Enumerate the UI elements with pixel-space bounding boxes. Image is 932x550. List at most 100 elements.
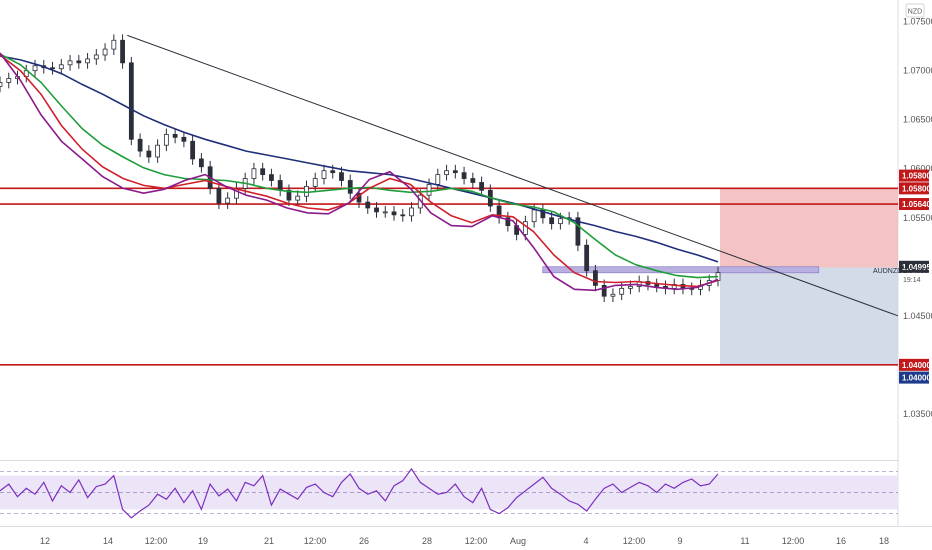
candle-body [426,184,432,196]
candle-body [269,174,274,181]
candle-body [452,170,458,174]
time-tick-label: 12:00 [145,536,168,546]
time-tick-label: 26 [359,536,369,546]
time-tick-label: 12:00 [465,536,488,546]
time-tick-label: 12:00 [623,536,646,546]
time-tick-label: 12:00 [304,536,327,546]
time-tick-label: Aug [510,536,526,546]
current-price-tag [899,260,929,273]
candle-body [225,197,231,204]
candle-body [137,138,143,152]
candle-body [347,180,353,194]
countdown-label: 19:14 [903,277,921,284]
candle-body [111,39,117,50]
stop-loss-zone [720,188,898,268]
candle-body [365,201,371,209]
supply-zone [542,266,820,274]
level-tag-0564-label: 1.05640 [902,200,931,209]
candle-body [409,207,414,217]
candle-body [128,62,134,140]
currency-label: NZD [908,9,922,16]
candle-body [391,211,397,216]
rsi-line [0,467,719,519]
price-tick-label: 1.04500 [903,311,932,321]
candle-body [584,244,590,272]
time-tick-label: 11 [740,536,749,546]
candle-body [444,170,449,176]
candle-body [58,64,64,70]
candle-body [0,82,3,87]
candle-body [601,285,607,297]
candle-body [522,221,528,235]
symbol-box [899,273,932,296]
level-tag-0400-label: 1.04000 [902,361,931,370]
moving-average-line-0 [0,55,719,263]
candle-body [102,48,108,56]
candle-body [120,39,125,64]
candle-body [312,178,318,187]
price-tick-label: 1.03500 [903,409,932,419]
candle-body [610,293,616,297]
time-tick-label: 12 [40,536,50,546]
level-tag-0580-upper-tag [899,169,929,182]
moving-average-line-1 [0,53,719,279]
take-profit-zone [720,267,898,365]
candle-body [93,54,99,60]
candle-body [67,60,73,66]
price-tick-label: 1.06500 [903,115,932,125]
level-tag-0400-lower-tag [899,371,929,384]
candle-body [32,65,38,72]
time-tick-label: 28 [422,536,432,546]
candle-body [479,182,484,191]
level-tag-0580-tag [899,182,929,195]
candle-body [628,286,633,289]
candle-body [190,140,196,160]
candle-body [531,209,537,223]
candle-body [155,144,161,158]
symbol-label: AUDNZD [873,268,902,275]
candle-body [557,218,563,225]
level-tag-0564-tag [899,198,929,211]
time-tick-label: 19 [198,536,208,546]
moving-average-line-2 [0,54,719,288]
price-tick-label: 1.05500 [903,213,932,223]
candle-body [50,67,55,70]
time-tick-label: 16 [836,536,846,546]
time-tick-label: 4 [583,536,588,546]
candle-body [6,78,12,83]
candle-body [654,284,660,287]
candle-body [461,172,467,179]
candle-body [181,136,187,142]
level-tag-0580-upper-label: 1.05800 [902,172,931,181]
time-tick-label: 12:00 [782,536,805,546]
level-tag-0580-label: 1.05800 [902,184,931,193]
candle-body [251,168,257,179]
candle-body [85,58,90,64]
candle-body [286,189,292,201]
candle-body [470,178,476,183]
candle-body [172,134,178,138]
candle-body [374,207,379,213]
level-tag-0400-tag [899,358,929,371]
candle-body [277,180,283,191]
level-tag-0400-lower-label: 1.04000 [902,374,931,383]
candle-body [549,217,555,225]
candle-body [619,287,625,295]
price-tick-label: 1.07500 [903,17,932,27]
time-tick-label: 21 [264,536,274,546]
candle-body [146,150,152,158]
currency-badge [905,3,925,18]
candle-body [260,168,266,176]
candle-body [304,185,309,197]
candle-body [198,158,204,168]
candle-body [76,60,82,64]
candle-body [339,172,344,181]
candle-body [435,174,441,185]
candle-body [505,217,511,227]
candle-body [400,214,406,217]
candle-body [330,170,336,174]
time-tick-label: 14 [103,536,113,546]
candle-body [163,134,169,146]
